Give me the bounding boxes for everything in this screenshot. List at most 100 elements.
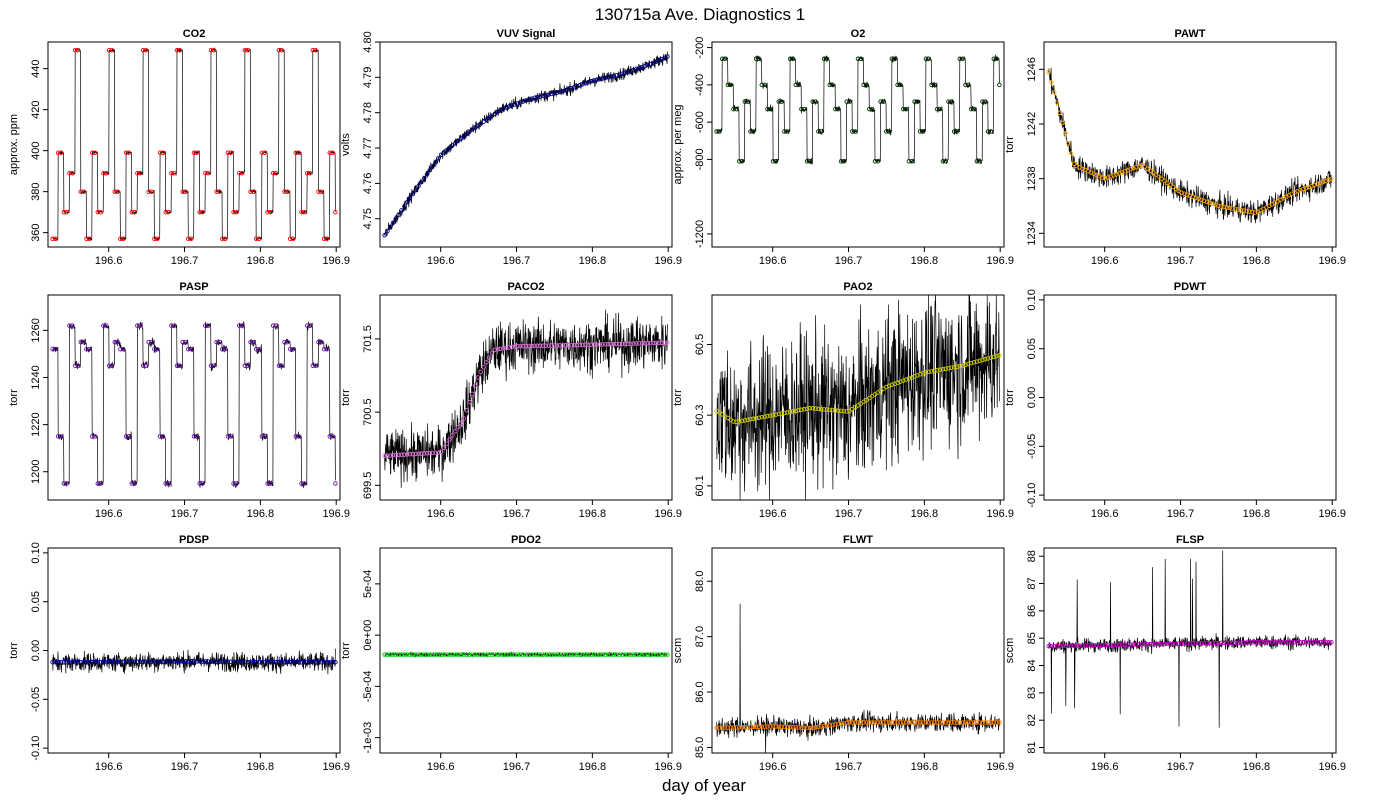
average-point (762, 414, 767, 419)
average-point (957, 363, 963, 369)
plot-frame (1043, 41, 1337, 248)
average-point (997, 82, 1002, 88)
average-point (563, 652, 568, 657)
average-point (222, 659, 228, 665)
average-point (489, 350, 495, 356)
average-point (183, 339, 188, 345)
y-tick-label: 1240 (30, 365, 42, 389)
average-point (980, 99, 985, 104)
average-point (112, 339, 118, 345)
average-point (509, 652, 515, 657)
x-tick-label: 196.6 (427, 761, 455, 773)
average-point (983, 99, 988, 104)
average-point (273, 170, 279, 176)
y-axis-label: approx. ppm (8, 114, 20, 175)
average-point (1080, 643, 1085, 648)
x-tick-label: 196.9 (654, 255, 682, 267)
average-point (580, 82, 585, 87)
average-point (469, 127, 475, 132)
average-point (912, 99, 917, 104)
average-point (901, 378, 906, 383)
average-point (588, 79, 594, 84)
average-point (72, 659, 78, 665)
average-point (801, 407, 807, 412)
average-point (121, 236, 126, 242)
average-point (940, 159, 946, 164)
average-point (847, 720, 852, 725)
average-point (600, 76, 605, 81)
x-tick-label: 196.9 (1318, 508, 1346, 520)
average-point (231, 481, 236, 486)
average-point (1179, 641, 1184, 646)
average-point (208, 363, 214, 368)
average-point (779, 99, 784, 104)
average-point (557, 652, 563, 657)
average-point (225, 659, 231, 665)
average-point (444, 652, 450, 657)
average-point (934, 368, 940, 373)
average-point (799, 106, 804, 112)
average-point (1148, 641, 1153, 647)
average-point (833, 106, 838, 112)
average-point (895, 82, 900, 88)
average-point (208, 47, 214, 53)
x-tick-label: 196.9 (1318, 255, 1346, 267)
average-point (611, 341, 616, 347)
average-point (1218, 640, 1224, 646)
average-point (886, 129, 892, 134)
average-point (399, 652, 404, 657)
average-point (602, 342, 608, 347)
x-tick-label: 196.6 (95, 761, 123, 773)
average-point (321, 346, 327, 352)
average-point (1286, 640, 1292, 645)
average-point (946, 720, 951, 725)
average-point (917, 129, 923, 134)
average-point (106, 47, 112, 53)
panel-flwt: FLWT sccm 196.6 196.7 196.8 196.9 85.0 86.0 87.0… (672, 534, 1014, 773)
average-point (926, 56, 931, 62)
average-point (971, 106, 977, 112)
y-tick-label: 87.0 (694, 626, 706, 647)
average-point (259, 150, 265, 155)
average-point (171, 659, 177, 664)
average-point (552, 652, 557, 657)
average-point (126, 659, 132, 665)
average-point (55, 659, 61, 665)
average-point (799, 407, 804, 413)
average-point (1201, 640, 1207, 646)
average-point (1046, 644, 1051, 649)
plot-frame (379, 41, 673, 248)
average-point (152, 236, 157, 242)
average-point (239, 170, 245, 176)
x-tick-label: 196.6 (95, 255, 123, 267)
average-point (1323, 640, 1329, 645)
average-point (949, 365, 954, 370)
average-point (453, 429, 458, 434)
average-point (844, 409, 849, 414)
average-point (554, 90, 560, 95)
average-point (1320, 640, 1326, 645)
average-point (597, 76, 602, 82)
average-point (1244, 208, 1249, 214)
average-point (557, 89, 563, 95)
average-point (864, 82, 869, 88)
average-point (385, 228, 390, 234)
average-point (537, 652, 543, 657)
average-point (137, 323, 143, 328)
average-point (410, 451, 416, 457)
y-tick-label: 85.0 (694, 737, 706, 758)
average-point (886, 720, 892, 725)
average-point (934, 106, 940, 112)
average-point (268, 209, 273, 215)
average-point (748, 724, 753, 730)
average-point (95, 481, 101, 486)
average-point (951, 129, 957, 134)
average-point (217, 189, 222, 194)
x-tick-label: 196.9 (654, 761, 682, 773)
average-point (132, 209, 137, 215)
average-point (382, 453, 387, 459)
average-point (1170, 641, 1176, 647)
average-point (748, 417, 753, 422)
average-point (1077, 643, 1082, 648)
y-tick-label: -0.10 (1026, 483, 1038, 508)
